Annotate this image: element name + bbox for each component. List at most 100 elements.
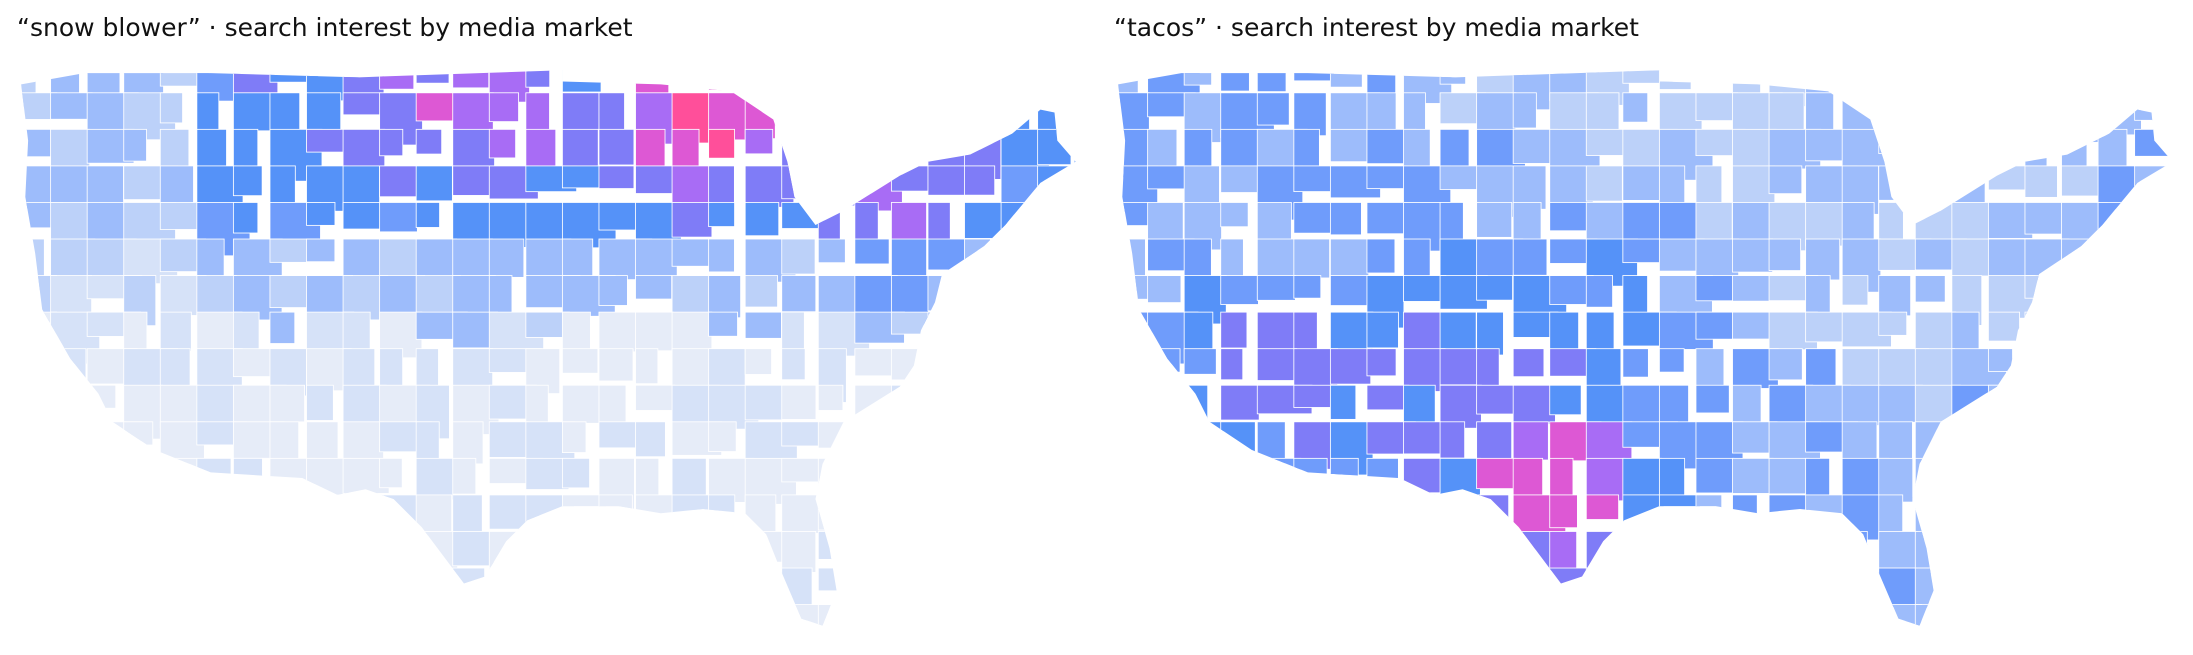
- market: [964, 531, 1000, 561]
- market: [1403, 531, 1436, 568]
- market: [2170, 604, 2173, 626]
- market: [159, 384, 200, 429]
- market: [2097, 70, 2144, 87]
- market: [2134, 128, 2173, 157]
- market: [2024, 275, 2072, 299]
- market: [635, 604, 680, 626]
- market: [781, 238, 816, 275]
- market: [306, 567, 352, 621]
- market: [1366, 457, 1399, 496]
- market: [50, 128, 91, 171]
- market: [159, 311, 192, 352]
- market: [1622, 238, 1662, 264]
- markets: [1118, 70, 2173, 626]
- market: [232, 202, 259, 234]
- market: [2097, 457, 2130, 493]
- market: [781, 92, 818, 123]
- market: [744, 202, 780, 237]
- market: [927, 567, 981, 595]
- market: [1366, 531, 1409, 582]
- market: [817, 567, 870, 592]
- market: [561, 70, 602, 93]
- market: [1914, 92, 1951, 122]
- market: [1293, 238, 1331, 279]
- market: [1147, 202, 1184, 241]
- market: [2170, 384, 2173, 418]
- market: [671, 202, 713, 238]
- market: [1695, 494, 1723, 538]
- market: [964, 70, 998, 92]
- market: [1293, 567, 1326, 596]
- map-title: “tacos” · search interest by media marke…: [1114, 13, 1639, 42]
- market: [1476, 202, 1513, 238]
- market: [232, 311, 260, 355]
- market: [1585, 567, 1625, 623]
- market: [927, 70, 959, 98]
- market: [1841, 384, 1881, 427]
- market: [1805, 311, 1848, 343]
- market: [1220, 531, 1260, 585]
- market: [123, 128, 147, 162]
- market: [488, 567, 520, 591]
- market: [232, 567, 288, 619]
- market: [744, 128, 774, 155]
- market: [1987, 348, 2013, 372]
- market: [1768, 494, 1809, 538]
- market: [927, 165, 971, 196]
- market: [1037, 311, 1076, 360]
- market: [598, 165, 635, 189]
- market: [269, 567, 300, 595]
- market: [50, 531, 88, 579]
- market: [1000, 421, 1048, 466]
- market: [1366, 238, 1396, 274]
- market: [854, 238, 890, 265]
- market: [1366, 311, 1399, 349]
- market: [2024, 494, 2071, 544]
- market: [2134, 202, 2162, 233]
- market: [159, 494, 202, 541]
- market: [1658, 70, 1692, 90]
- market: [1037, 384, 1076, 425]
- market: [21, 421, 61, 456]
- market: [1037, 238, 1076, 288]
- market: [2097, 531, 2140, 574]
- market: [1805, 238, 1841, 281]
- market: [964, 421, 991, 461]
- market: [2134, 457, 2167, 509]
- market: [452, 457, 477, 495]
- market: [1549, 384, 1582, 416]
- market: [123, 457, 170, 501]
- market: [159, 604, 186, 626]
- market: [1073, 70, 1076, 112]
- market: [2061, 348, 2103, 389]
- market: [1695, 384, 1730, 414]
- map-title: “snow blower” · search interest by media…: [17, 13, 633, 42]
- market: [1037, 348, 1063, 375]
- market: [854, 70, 895, 96]
- market: [1951, 531, 1976, 559]
- market: [1768, 531, 1819, 557]
- market: [123, 531, 176, 575]
- market: [854, 128, 888, 152]
- market: [1695, 92, 1739, 122]
- market: [1037, 421, 1063, 448]
- market: [598, 348, 634, 382]
- market: [1914, 165, 1941, 220]
- market: [927, 348, 961, 384]
- market: [1366, 202, 1408, 235]
- market: [1329, 202, 1362, 236]
- market: [1914, 457, 1957, 494]
- market: [342, 202, 384, 230]
- market: [744, 70, 779, 97]
- market: [2134, 567, 2167, 609]
- market: [2170, 70, 2173, 89]
- market: [2024, 421, 2051, 477]
- market: [525, 531, 574, 581]
- market: [2170, 567, 2173, 612]
- market: [1403, 128, 1431, 171]
- market: [964, 92, 1008, 144]
- market: [488, 531, 535, 584]
- market: [1987, 457, 2032, 513]
- market: [2024, 604, 2080, 626]
- market: [1476, 457, 1517, 490]
